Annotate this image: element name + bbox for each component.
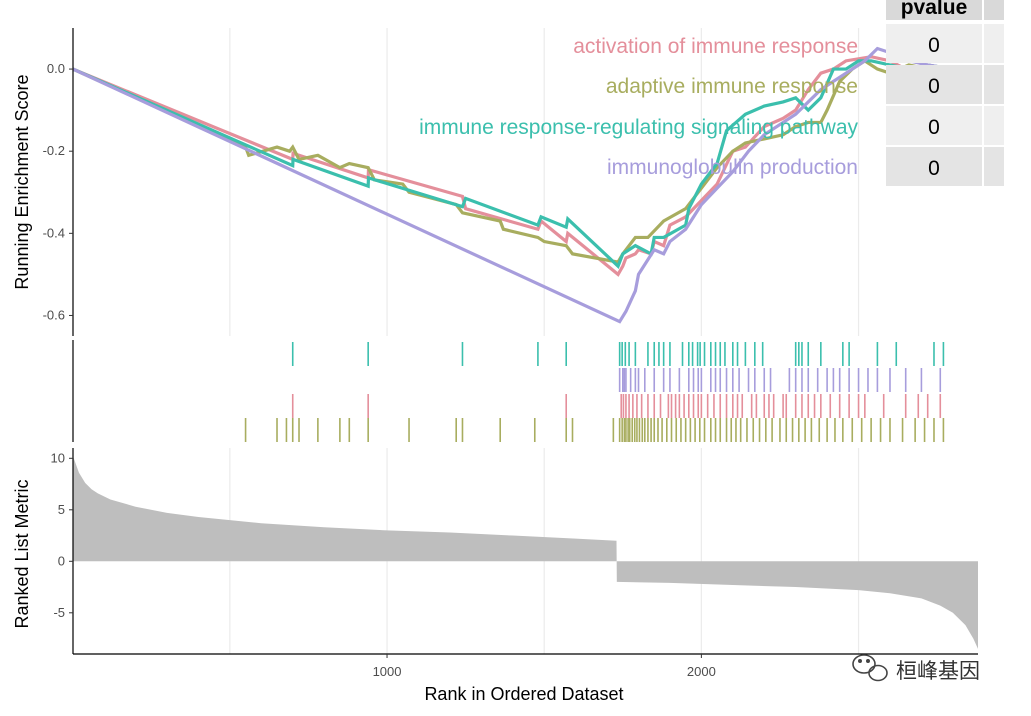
table-cell-pvalue: 0 [928, 75, 940, 98]
y-tick-label-bottom: 0 [58, 553, 65, 568]
y-tick-label-top: -0.6 [43, 307, 65, 322]
table-cell [886, 65, 982, 104]
hit-row-activation-of-immune-response [291, 394, 942, 418]
y-tick-label-top: -0.4 [43, 225, 65, 240]
enrichment-y-axis-title: Running Enrichment Score [12, 74, 32, 289]
ranked-list-panel [73, 456, 978, 649]
ranked-metric-area [73, 456, 978, 649]
hit-row-adaptive-immune-response [244, 418, 945, 442]
ranked-y-axis-title: Ranked List Metric [12, 479, 32, 628]
y-tick-label-bottom: 10 [51, 450, 65, 465]
gene-hit-panel [244, 342, 945, 442]
enrichment-line-immunoglobulin-production [73, 46, 954, 324]
axes [72, 28, 978, 655]
legend-label-adaptive-immune-response: adaptive immune response [606, 75, 858, 98]
hit-row-immune-response-regulating-signaling-pathway [291, 342, 945, 366]
table-cell [886, 147, 982, 186]
legend: activation of immune response adaptive im… [419, 35, 858, 179]
x-axis-title: Rank in Ordered Dataset [424, 684, 623, 704]
x-tick-label: 2000 [687, 664, 716, 679]
legend-label-immune-response-regulating-signaling-pathway: immune response-regulating signaling pat… [419, 116, 858, 139]
enrichment-line-immune-response-regulating-signaling-pathway [73, 59, 954, 269]
table-cell-extra [984, 24, 1004, 63]
enrichment-panel [73, 46, 954, 324]
watermark-text: 桓峰基因 [896, 659, 980, 683]
legend-label-immunoglobulin-production: immunoglobulin production [607, 156, 858, 179]
table-cell-extra [984, 106, 1004, 145]
table-header-cell [886, 0, 982, 20]
table-cell-extra [984, 147, 1004, 186]
legend-label-activation-of-immune-response: activation of immune response [573, 35, 858, 58]
pvalue-table: pvalue 0 0 0 0 [886, 0, 1004, 186]
hit-row-immunoglobulin-production [618, 368, 942, 392]
table-cell-pvalue: 0 [928, 157, 940, 180]
watermark: 桓峰基因 [852, 654, 980, 683]
table-header-cell-extra [984, 0, 1004, 20]
y-tick-label-bottom: 5 [58, 502, 65, 517]
y-tick-label-top: -0.2 [43, 143, 65, 158]
x-tick-label: 1000 [373, 664, 402, 679]
wechat-icon [852, 654, 888, 682]
table-cell-extra [984, 65, 1004, 104]
table-cell [886, 24, 982, 63]
table-cell-pvalue: 0 [928, 116, 940, 139]
y-tick-label-top: 0.0 [47, 61, 65, 76]
table-header-pvalue: pvalue [901, 0, 968, 19]
y-tick-label-bottom: -5 [53, 605, 65, 620]
table-cell-pvalue: 0 [928, 34, 940, 57]
tick-labels: 0.0 -0.2 -0.4 -0.6 10 5 0 -5 1000 2000 [43, 61, 716, 679]
table-cell [886, 106, 982, 145]
